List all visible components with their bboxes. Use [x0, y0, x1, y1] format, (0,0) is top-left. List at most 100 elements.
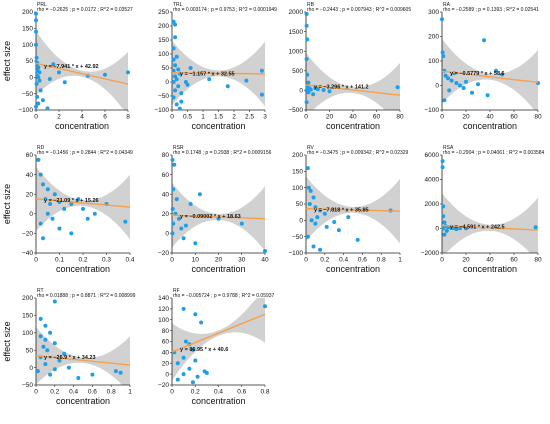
data-point	[173, 35, 178, 40]
data-point	[38, 172, 43, 177]
panel-title: PRL	[37, 2, 47, 8]
data-point	[444, 228, 449, 233]
y-tick-label: 150	[22, 313, 33, 320]
x-tick-label: 40	[261, 257, 269, 264]
regression-equation: y = 86.95 * x + 40.6	[180, 347, 228, 353]
x-tick-label: 60	[373, 114, 381, 121]
y-tick-label: 2000	[289, 9, 304, 16]
panel-subtitle: rho = −0.2904 ; p = 0.04061 ; R^2 = 0.00…	[443, 150, 545, 156]
y-tick-label: 300	[428, 9, 439, 16]
data-point	[103, 72, 107, 77]
x-tick-label: 0.4	[125, 257, 134, 264]
y-tick-label: −20	[22, 231, 33, 238]
regression-line	[171, 72, 266, 75]
data-point	[48, 372, 53, 377]
data-point	[170, 157, 175, 162]
y-tick-label: 20	[162, 211, 170, 218]
data-point	[181, 355, 186, 360]
x-tick-label: 0.8	[260, 389, 269, 396]
y-tick-label: −50	[292, 234, 303, 241]
data-point	[500, 72, 504, 77]
data-point	[57, 70, 61, 75]
x-tick-label: 0	[440, 114, 444, 121]
regression-equation: y = −3.296 * x + 141.2	[314, 84, 369, 90]
data-point	[174, 102, 179, 107]
data-point	[193, 358, 198, 363]
x-axis-label: concentration	[55, 121, 109, 131]
data-point	[446, 76, 450, 81]
y-tick-label: 50	[26, 58, 34, 65]
x-tick-label: 20	[462, 257, 470, 264]
data-point	[346, 215, 351, 220]
data-point	[36, 65, 41, 70]
x-tick-label: 0.4	[69, 389, 78, 396]
data-point	[118, 370, 123, 375]
y-tick-label: 100	[292, 185, 303, 192]
data-point	[494, 68, 498, 73]
x-axis-label: concentration	[191, 396, 245, 406]
data-point	[263, 249, 267, 253]
y-tick-label: −50	[22, 91, 33, 98]
panel-subtitle: rho = −0.2443 ; p = 0.007943 ; R^2 = 0.0…	[307, 7, 411, 13]
y-tick-label: 1500	[289, 29, 304, 36]
data-point	[37, 70, 42, 75]
panel-subtitle: rho = −0.3475 ; p = 0.009342 ; R^2 = 0.0…	[307, 150, 409, 156]
panel-title: RB	[307, 2, 315, 8]
y-tick-label: 1000	[289, 48, 304, 55]
data-point	[123, 219, 128, 224]
y-tick-label: 60	[162, 172, 170, 179]
data-point	[76, 376, 81, 380]
x-axis-label: concentration	[56, 264, 110, 274]
data-point	[170, 231, 175, 236]
y-tick-label: 140	[158, 295, 169, 302]
data-point	[204, 371, 209, 375]
data-point	[62, 351, 67, 356]
data-point	[171, 95, 176, 100]
data-point	[440, 159, 445, 164]
data-point	[90, 372, 95, 377]
data-point	[113, 369, 118, 374]
data-point	[305, 72, 310, 77]
data-point	[34, 42, 38, 47]
x-tick-label: 0.6	[88, 389, 97, 396]
x-tick-label: 0.2	[50, 389, 59, 396]
x-tick-label: 0	[170, 114, 174, 121]
data-point	[170, 206, 175, 211]
data-point	[304, 57, 309, 61]
confidence-band	[36, 31, 128, 110]
y-tick-label: 200	[292, 152, 303, 159]
data-point	[441, 54, 446, 59]
data-point	[52, 299, 57, 304]
x-axis-label: concentration	[463, 121, 517, 131]
data-point	[482, 38, 486, 43]
data-point	[57, 358, 62, 363]
data-point	[183, 223, 188, 228]
data-point	[62, 206, 67, 211]
data-point	[305, 166, 310, 171]
x-axis-label: concentration	[191, 121, 245, 131]
data-point	[171, 187, 176, 192]
y-tick-label: 250	[158, 9, 169, 16]
panel-subtitle: rho = 0.01888 ; p = 0.8871 ; R^2 = 0.008…	[37, 293, 136, 299]
data-point	[454, 81, 459, 85]
data-point	[311, 195, 316, 200]
data-point	[259, 68, 264, 73]
data-point	[225, 84, 230, 89]
data-point	[52, 341, 57, 346]
data-point	[171, 80, 176, 84]
y-tick-label: 60	[162, 339, 170, 346]
y-axis-label: effect size	[2, 321, 12, 361]
data-point	[92, 211, 97, 216]
x-tick-label: 0.4	[339, 257, 348, 264]
y-tick-label: 0	[165, 231, 169, 238]
y-tick-label: 0	[29, 75, 33, 82]
regression-equation: y = −7.818 * x + 35.85	[314, 207, 369, 213]
data-point	[306, 80, 311, 85]
regression-line	[441, 224, 539, 231]
data-point	[183, 339, 188, 344]
data-point	[195, 374, 200, 379]
panel-title: RF	[173, 288, 180, 294]
y-tick-label: 100	[22, 42, 33, 49]
data-point	[442, 98, 447, 103]
